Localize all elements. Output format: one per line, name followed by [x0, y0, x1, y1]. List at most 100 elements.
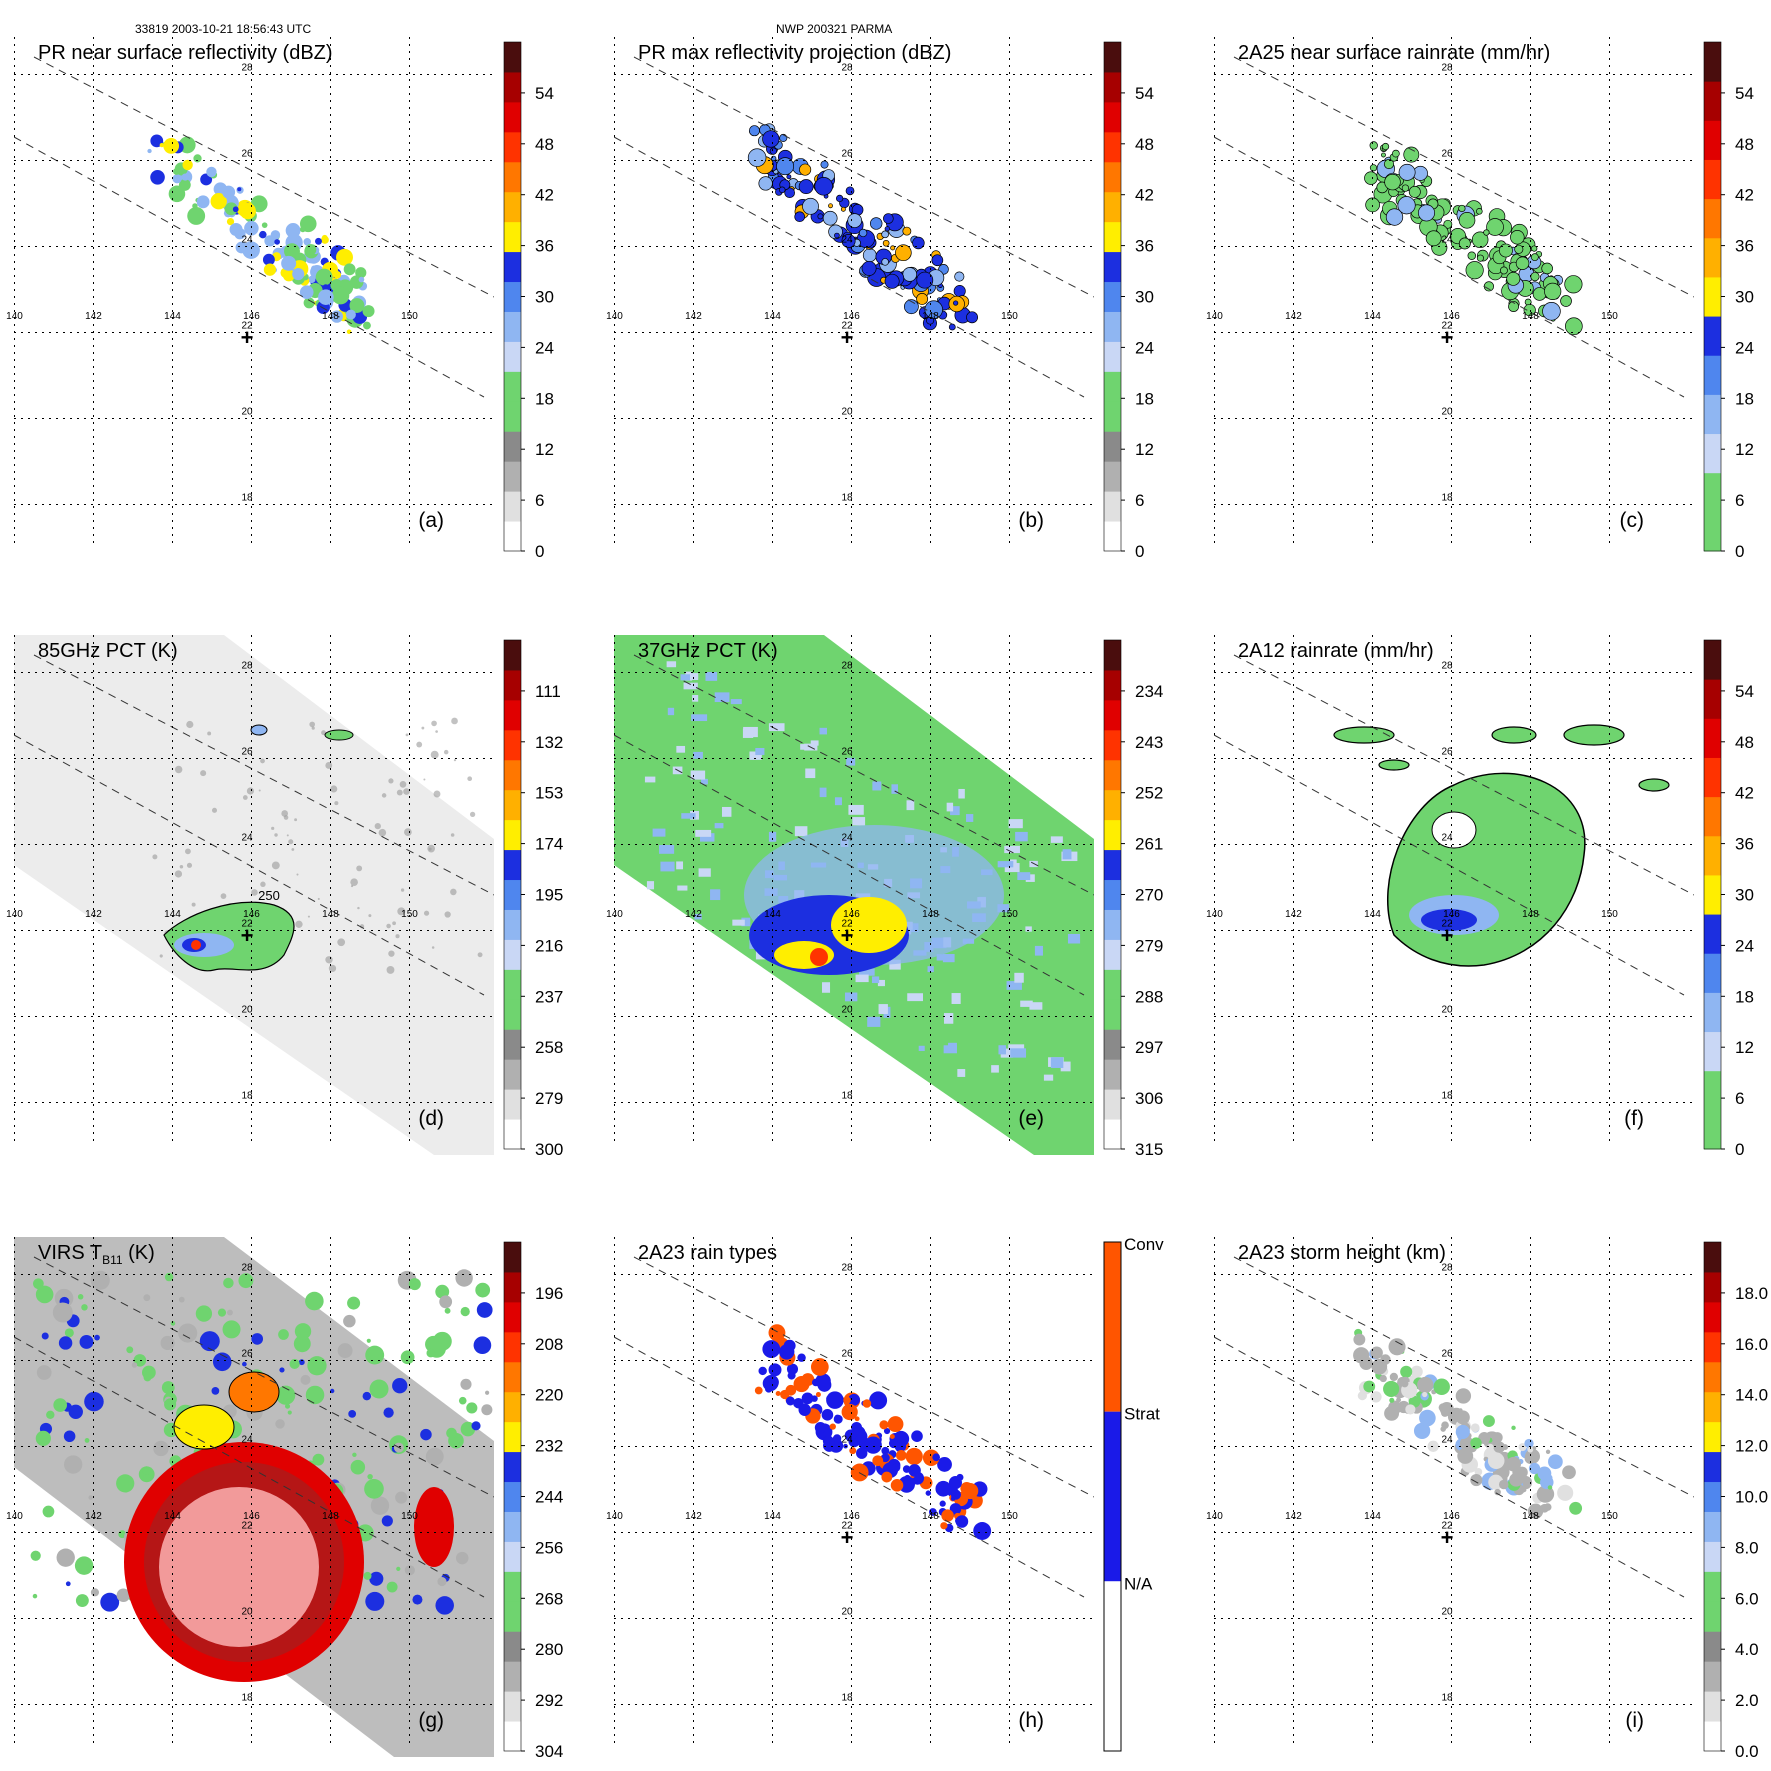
colorbar-tick-label: 243 — [1135, 733, 1163, 752]
lon-tick-label: 146 — [1443, 311, 1460, 322]
cloud — [161, 1381, 175, 1394]
lon-tick-label: 142 — [85, 1511, 102, 1522]
pixel — [741, 917, 751, 927]
rain-cell — [1370, 1346, 1383, 1359]
cloud — [400, 1350, 415, 1365]
colorbar-segment — [1104, 789, 1121, 821]
rain-cell — [1333, 726, 1395, 744]
cloud — [455, 1551, 469, 1565]
rain-cell — [884, 226, 890, 232]
cloud — [84, 1391, 104, 1412]
colorbar-tick-label: 12 — [1735, 1038, 1754, 1057]
lon-tick-label: 140 — [606, 1511, 623, 1522]
cloud — [88, 1495, 93, 1500]
colorbar-tick-label: 30 — [1135, 288, 1154, 307]
pixel — [692, 695, 699, 702]
colorbar-segment — [1704, 1301, 1721, 1333]
rain-cell — [911, 1430, 923, 1443]
rain-cell — [362, 321, 371, 330]
rain-cell — [786, 174, 792, 180]
rain-cell — [1487, 1452, 1505, 1470]
rain-cell — [881, 230, 889, 239]
colorbar: 54 48 42 36 30 24 18 12 6 0 — [1703, 41, 1754, 561]
rain-cell — [864, 1436, 882, 1454]
colorbar-segment — [504, 1029, 521, 1060]
swath-edge — [1233, 654, 1694, 896]
lon-tick-label: 148 — [322, 909, 339, 920]
colorbar-tick-label: 18 — [1135, 389, 1154, 408]
pixel — [714, 823, 724, 829]
rain-cell — [292, 267, 305, 281]
speckle — [191, 902, 196, 907]
rain-cell — [948, 323, 956, 331]
colorbar-segment — [504, 1451, 521, 1483]
rain-cell — [890, 245, 896, 251]
lon-tick-label: 150 — [1001, 311, 1018, 322]
colorbar-tick-label: 237 — [535, 987, 563, 1006]
rain-cell — [848, 1393, 861, 1406]
rain-cell — [1458, 1408, 1463, 1413]
lat-tick-label: 18 — [1441, 493, 1453, 504]
colorbar-segment — [504, 1242, 521, 1273]
rain-cell — [1369, 164, 1378, 172]
colorbar: 54 48 42 36 30 24 18 12 6 0 — [503, 41, 554, 561]
rain-cell — [1458, 204, 1466, 213]
colorbar-tick-label: 30 — [1735, 288, 1754, 307]
rain-cell — [1371, 1358, 1388, 1375]
rain-cell — [1541, 262, 1553, 275]
pixel — [943, 1045, 957, 1054]
lon-tick-label: 144 — [164, 1511, 181, 1522]
lat-tick-label: 24 — [1441, 1435, 1453, 1446]
colorbar-segment — [1104, 1029, 1121, 1060]
rain-cell — [881, 1471, 893, 1483]
rain-cell — [244, 220, 259, 236]
speckle — [283, 815, 289, 820]
colorbar-segment — [504, 42, 521, 73]
colorbar-segment — [1104, 1089, 1121, 1120]
cloud — [178, 1323, 198, 1343]
speckle — [337, 938, 346, 947]
lat-tick-label: 18 — [1441, 1091, 1453, 1102]
colorbar-segment — [504, 1119, 521, 1150]
lat-tick-label: 28 — [1441, 63, 1453, 74]
colorbar-tick-label: 30 — [535, 288, 554, 307]
cloud — [485, 1390, 490, 1395]
cloud — [164, 1272, 174, 1282]
lat-tick-label: 22 — [1441, 919, 1453, 930]
cloud — [279, 1367, 285, 1373]
lon-tick-label: 142 — [1285, 311, 1302, 322]
cloud — [90, 1270, 110, 1290]
rain-cell — [1638, 778, 1670, 792]
lon-tick-label: 142 — [685, 1511, 702, 1522]
rain-cell — [1493, 1441, 1506, 1453]
speckle — [386, 923, 391, 929]
colorbar-tick-label: 36 — [1735, 237, 1754, 256]
speckle — [220, 893, 227, 899]
rain-cell — [187, 206, 206, 225]
pixel — [1004, 863, 1020, 873]
colorbar-tick-label: 315 — [1135, 1140, 1163, 1159]
rain-cell — [304, 244, 317, 256]
lon-tick-label: 144 — [1364, 909, 1381, 920]
cloud — [81, 1304, 88, 1311]
rain-cell — [173, 168, 180, 175]
core — [831, 897, 907, 953]
colorbar-tick-label: 24 — [1735, 936, 1754, 955]
colorbar-tick-label: 234 — [1135, 682, 1163, 701]
colorbar-tick-label: 48 — [535, 135, 554, 154]
speckle — [467, 776, 473, 782]
colorbar-segment — [1704, 1541, 1721, 1572]
colorbar-segment — [504, 161, 521, 193]
colorbar-tick-label: 196 — [535, 1284, 563, 1303]
core-peak — [810, 948, 828, 966]
rain-cell — [1532, 287, 1547, 301]
colorbar-segment — [1104, 161, 1121, 193]
panel-c: 140 142 144 146 148 150 28 26 24 22 20 18 +2A25 near… — [1206, 37, 1754, 561]
speckle — [421, 726, 425, 730]
pixel — [942, 954, 955, 963]
colorbar-tick-label: 36 — [1735, 835, 1754, 854]
rain-cell — [895, 244, 912, 262]
rainband-core — [1421, 909, 1477, 931]
rain-cell — [815, 1392, 821, 1398]
speckle — [423, 778, 426, 781]
